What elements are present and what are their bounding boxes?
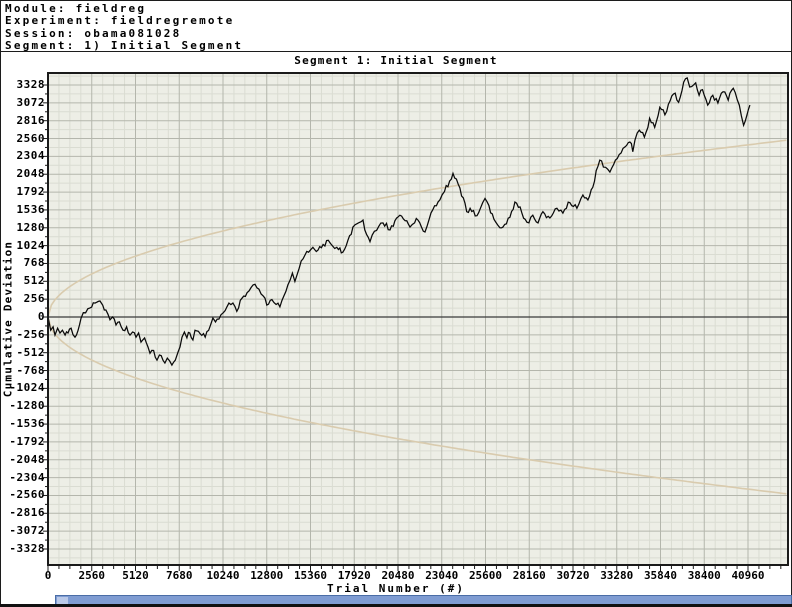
y-tick-label: -1024 xyxy=(9,381,45,395)
y-tick-label: 2816 xyxy=(16,113,45,127)
x-tick-label: 40960 xyxy=(731,569,765,582)
x-tick-label: 17920 xyxy=(337,569,371,582)
y-tick-label: -2048 xyxy=(9,452,45,466)
x-tick-label: 28160 xyxy=(512,569,546,582)
grid-major xyxy=(49,74,787,564)
y-tick-label: 2304 xyxy=(16,149,45,163)
y-tick-label: 768 xyxy=(23,256,45,270)
y-tick-label: -512 xyxy=(16,345,45,359)
x-tick-label: 0 xyxy=(44,569,52,582)
x-tick-label: 30720 xyxy=(556,569,590,582)
module-label: Module: fieldreg xyxy=(5,2,147,15)
x-tick-label: 35840 xyxy=(643,569,678,582)
x-tick-label: 15360 xyxy=(293,569,328,582)
y-tick-label: -2560 xyxy=(9,488,45,502)
plot-frame xyxy=(47,72,789,566)
significance-envelope xyxy=(49,139,787,495)
y-tick-label: 3072 xyxy=(16,95,45,109)
y-tick-label: 1792 xyxy=(16,185,45,199)
y-tick-label: 1280 xyxy=(16,220,45,234)
y-tick-label: -1792 xyxy=(9,434,45,448)
x-axis-title: Trial Number (#) xyxy=(327,582,465,595)
y-tick-label: -3072 xyxy=(9,524,45,538)
experiment-label: Experiment: fieldregremote xyxy=(5,14,235,28)
x-tick-label: 25600 xyxy=(468,569,503,582)
y-tick-label: -768 xyxy=(16,363,45,377)
x-tick-label: 5120 xyxy=(122,569,149,582)
x-tick-label: 20480 xyxy=(381,569,415,582)
y-tick-label: 3328 xyxy=(16,78,45,91)
y-tick-label: -3328 xyxy=(9,542,45,555)
x-tick-label: 10240 xyxy=(206,569,240,582)
x-tick-label: 38400 xyxy=(687,569,721,582)
y-tick-label: -1536 xyxy=(9,417,45,431)
y-tick-label: 2560 xyxy=(16,131,45,145)
y-tick-label: -256 xyxy=(16,327,45,341)
y-tick-label: -2816 xyxy=(9,506,45,520)
y-tick-label: -2304 xyxy=(9,470,45,484)
y-tick-label: 1024 xyxy=(16,238,45,252)
window-bottom-border xyxy=(0,604,792,607)
x-tick-label: 2560 xyxy=(78,569,106,582)
segment-label: Segment: 1) Initial Segment xyxy=(5,38,244,52)
session-label: Session: obama081028 xyxy=(5,26,182,40)
y-tick-label: 2048 xyxy=(16,167,45,181)
y-tick-label: -1280 xyxy=(9,399,45,413)
x-tick-label: 12800 xyxy=(250,569,284,582)
y-tick-label: 256 xyxy=(23,292,45,306)
x-tick-label: 23040 xyxy=(425,569,459,582)
session-info-header: Module: fieldreg Experiment: fieldregrem… xyxy=(0,0,792,52)
y-tick-label: 512 xyxy=(23,274,45,288)
y-tick-label: 0 xyxy=(37,310,45,323)
scrollbar-thumb[interactable] xyxy=(57,597,68,604)
x-tick-label: 33280 xyxy=(600,569,634,582)
axis-ticks xyxy=(43,84,782,571)
cumulative-deviation xyxy=(49,77,751,367)
chart-title: Segment 1: Initial Segment xyxy=(294,54,498,67)
plot-background xyxy=(48,73,788,565)
y-tick-label: 1536 xyxy=(16,202,45,216)
x-tick-label: 7680 xyxy=(166,569,193,582)
grid-minor xyxy=(49,74,787,564)
